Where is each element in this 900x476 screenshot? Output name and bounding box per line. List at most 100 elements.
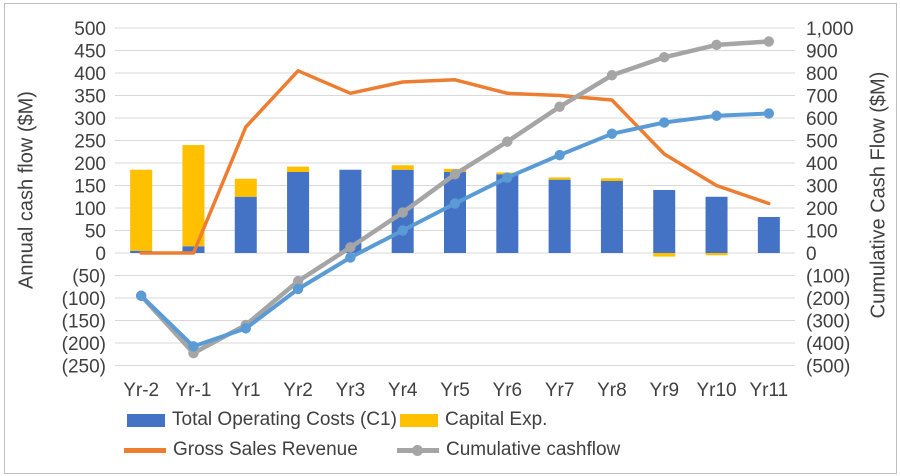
bar-capital-exp [234,178,257,197]
right-axis-tick: (300) [806,312,850,333]
bar-total-operating-costs [287,172,310,253]
legend-swatch-orange-line [124,447,166,453]
marker-unlabeled-blue-line [554,149,565,161]
left-axis-tick: 250 [74,132,106,153]
x-axis-label: Yr6 [493,380,523,401]
left-axis-tick: 400 [74,64,106,85]
right-axis-tick: 600 [806,109,838,130]
marker-unlabeled-blue-line [292,283,304,295]
right-axis-tick: (400) [806,334,850,355]
right-axis-tick: 700 [806,87,838,108]
legend-item-capital-exp: Capital Exp. [400,409,548,430]
bar-capital-exp [600,178,623,181]
marker-unlabeled-blue-line [240,323,251,334]
legend-item-total-operating-costs: Total Operating Costs (C1) [127,409,397,430]
marker-unlabeled-blue-line [711,110,722,121]
right-axis-tick: 100 [806,222,838,243]
marker-unlabeled-blue-line [188,341,199,352]
bar-total-operating-costs [600,181,623,253]
left-axis-tick: 200 [74,154,106,175]
right-axis-tick: (100) [806,267,850,288]
left-axis-tick: (50) [72,267,106,288]
left-axis-tick: 150 [74,177,106,198]
right-axis-tick: 1,000 [806,19,854,40]
right-axis-tick: 500 [806,132,838,153]
x-axis-label: Yr9 [649,380,679,401]
legend-item-cumulative-cashflow: Cumulative cashflow [397,439,621,460]
x-axis-label: Yr4 [388,380,418,401]
marker-cumulative-cashflow [606,70,618,81]
legend-swatch-gray-line-marker [397,444,439,457]
marker-cumulative-cashflow [345,242,356,253]
bar-capital-exp [130,169,153,251]
marker-unlabeled-blue-line [345,252,356,263]
left-axis-tick: 450 [74,42,106,63]
left-axis-tick: (100) [62,289,106,310]
left-axis-title: Annual cash flow ($M) [15,91,38,289]
bar-total-operating-costs [234,196,257,253]
right-axis-tick: 200 [806,199,838,220]
left-axis-tick: 100 [74,199,106,220]
x-axis-label: Yr5 [440,380,470,401]
left-axis-tick: (200) [62,334,106,355]
bar-total-operating-costs [496,174,519,253]
marker-cumulative-cashflow [502,136,513,147]
marker-unlabeled-blue-line [606,128,618,139]
marker-unlabeled-blue-line [449,198,461,209]
bar-total-operating-costs [548,179,571,253]
left-axis-tick: 300 [74,109,106,130]
bar-capital-exp-negative [653,253,676,257]
marker-cumulative-cashflow [449,169,461,180]
x-axis-label: Yr10 [696,380,736,401]
marker-unlabeled-blue-line [397,225,408,236]
legend-item-gross-sales-revenue: Gross Sales Revenue [124,439,358,460]
marker-cumulative-cashflow [659,52,670,63]
right-axis-tick: (500) [806,357,850,378]
marker-unlabeled-blue-line [763,108,775,119]
left-axis-tick: (150) [62,312,106,333]
right-axis-tick: 800 [806,64,838,85]
bar-capital-exp [182,145,205,247]
x-axis-label: Yr3 [336,380,366,401]
bar-capital-exp-negative [705,253,728,256]
marker-cumulative-cashflow [397,207,408,218]
left-axis-tick: 350 [74,87,106,108]
left-axis-tick: (250) [62,357,106,378]
right-axis-tick: 900 [806,42,838,63]
x-axis-label: Yr-2 [123,380,159,401]
bar-capital-exp [391,165,414,170]
x-axis-label: Yr1 [231,380,261,401]
bar-total-operating-costs [444,172,466,253]
x-axis-label: Yr11 [749,380,788,401]
right-axis-tick: (200) [806,289,850,310]
marker-unlabeled-blue-line [659,117,670,128]
legend-swatch-blue-bar [127,413,165,427]
right-axis-tick: 300 [806,177,838,198]
legend-label: Cumulative cashflow [446,439,621,460]
right-axis-tick: 400 [806,154,838,175]
legend-label: Gross Sales Revenue [173,439,358,460]
x-axis-label: Yr2 [283,380,313,401]
marker-unlabeled-blue-line [135,290,147,301]
marker-unlabeled-blue-line [502,172,513,183]
x-axis-label: Yr8 [597,380,627,401]
legend-label: Capital Exp. [445,409,548,430]
legend-label: Total Operating Costs (C1) [172,409,397,430]
bar-total-operating-costs [339,169,362,253]
bar-capital-exp [287,166,310,172]
bar-total-operating-costs [705,196,728,253]
legend-swatch-yellow-bar [400,413,438,427]
marker-cumulative-cashflow [711,39,722,51]
x-axis-label: Yr7 [545,380,575,401]
right-axis-tick: 0 [806,244,817,265]
x-axis-label: Yr-1 [176,380,212,401]
marker-cumulative-cashflow [292,275,304,287]
bar-total-operating-costs [757,217,780,253]
marker-cumulative-cashflow [554,101,565,112]
right-axis-title: Cumulative Cash Flow ($M) [867,71,890,319]
bar-total-operating-costs [653,190,676,253]
left-axis-tick: 50 [85,222,106,243]
marker-cumulative-cashflow [763,36,775,47]
